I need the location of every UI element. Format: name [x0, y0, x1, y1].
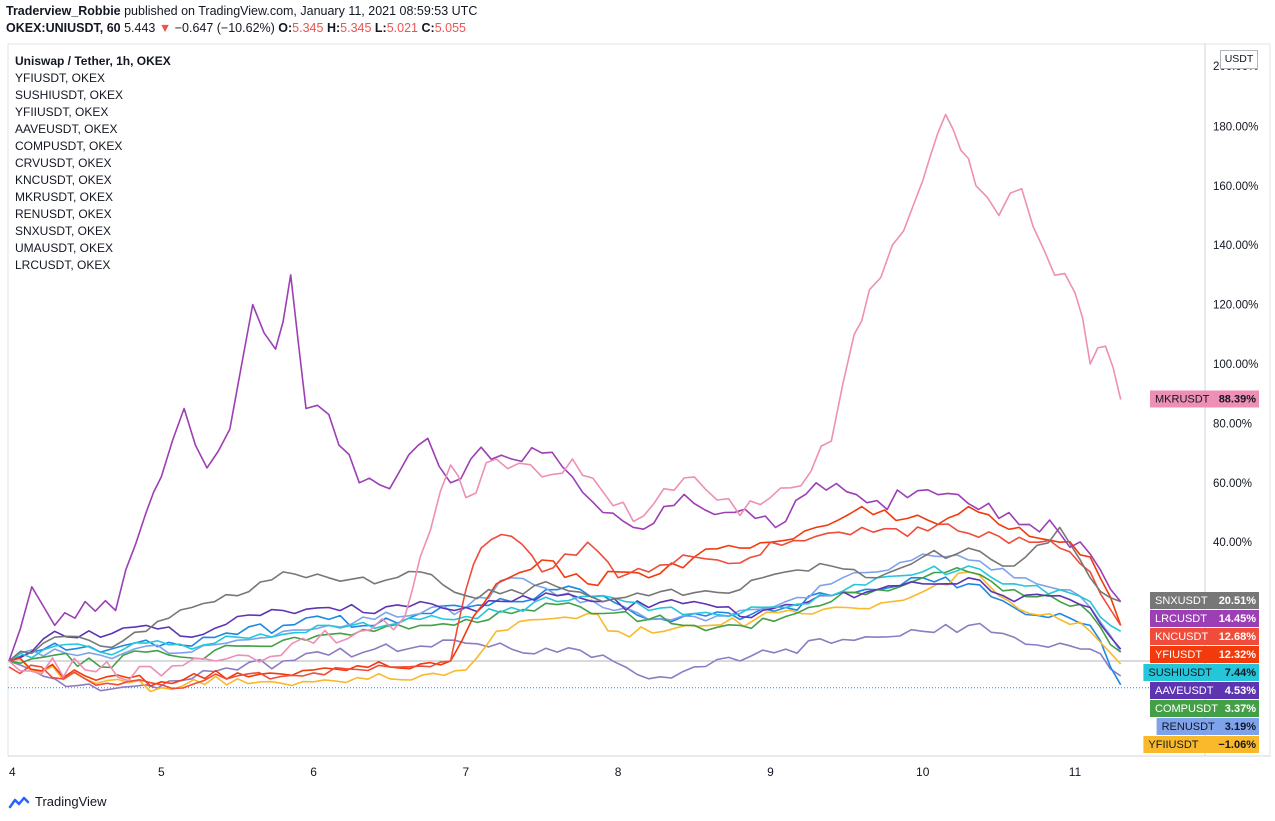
tradingview-logo-icon [8, 796, 30, 808]
publish-info: Traderview_Robbie published on TradingVi… [6, 4, 477, 18]
price-label-name: MKRUSDT [1155, 393, 1210, 405]
legend-item[interactable]: CRVUSDT, OKEX [15, 156, 112, 170]
x-tick-label: 10 [916, 765, 930, 779]
legend-item[interactable]: YFIUSDT, OKEX [15, 71, 106, 85]
price-label-value: 20.51% [1219, 595, 1257, 607]
price-label-bg [1150, 682, 1259, 699]
x-tick-label: 5 [158, 765, 165, 779]
price-label-bg [1150, 390, 1259, 408]
price-label-value: 88.39% [1219, 393, 1257, 405]
y-tick-label: 80.00% [1213, 418, 1252, 430]
y-tick-label: 40.00% [1213, 537, 1252, 549]
last-price: 5.443 [124, 21, 156, 35]
x-tick-label: 11 [1069, 765, 1082, 779]
down-arrow-icon: ▼ [158, 21, 172, 35]
series-line-aaveusdt[interactable] [8, 577, 1122, 662]
price-label-bg [1143, 736, 1259, 753]
high-value: 5.345 [340, 21, 372, 35]
y-tick-label: 60.00% [1213, 478, 1252, 490]
open-value: 5.345 [292, 21, 324, 35]
price-label-bg [1150, 700, 1259, 717]
x-tick-label: 4 [9, 765, 16, 779]
price-label-name: KNCUSDT [1155, 631, 1208, 643]
legend-item[interactable]: SNXUSDT, OKEX [15, 224, 112, 238]
series-line-uniusdt[interactable] [8, 576, 1122, 686]
price-label-name: RENUSDT [1162, 721, 1215, 733]
legend-item[interactable]: MKRUSDT, OKEX [15, 190, 114, 204]
legend-item[interactable]: LRCUSDT, OKEX [15, 258, 111, 272]
y-tick-label: 120.00% [1213, 300, 1258, 312]
price-label-value: −1.06% [1218, 739, 1256, 751]
price-label-value: 3.19% [1225, 721, 1256, 733]
series-line-lrcusdt[interactable] [8, 274, 1122, 662]
price-label-name: SUSHIUSDT [1148, 667, 1212, 679]
legend-item[interactable]: COMPUSDT, OKEX [15, 139, 123, 153]
legend-main-symbol[interactable]: Uniswap / Tether, 1h, OKEX [15, 54, 171, 68]
legend-item[interactable]: RENUSDT, OKEX [15, 207, 112, 221]
ohlc-line: OKEX:UNIUSDT, 60 5.443 ▼ −0.647 (−10.62%… [6, 21, 466, 35]
price-label-value: 4.53% [1225, 685, 1256, 697]
price-label-bg [1150, 646, 1259, 663]
y-tick-label: 100.00% [1213, 359, 1258, 371]
legend-item[interactable]: YFIIUSDT, OKEX [15, 105, 109, 119]
price-label-bg [1150, 610, 1259, 627]
footer-brand-label: TradingView [35, 794, 107, 809]
currency-button[interactable]: USDT [1220, 50, 1258, 69]
x-tick-label: 6 [310, 765, 317, 779]
close-value: 5.055 [434, 21, 466, 35]
price-label-name: LRCUSDT [1155, 613, 1207, 625]
series-line-mkrusdt[interactable] [8, 113, 1122, 682]
y-tick-label: 140.00% [1213, 240, 1258, 252]
x-tick-label: 8 [615, 765, 622, 779]
price-label-bg [1150, 592, 1259, 609]
series-line-kncusdt[interactable] [8, 523, 1122, 690]
published-text: published on TradingView.com, January 11… [124, 4, 478, 18]
price-label-name: YFIUSDT [1155, 649, 1202, 661]
open-label: O: [278, 21, 293, 35]
legend-item[interactable]: AAVEUSDT, OKEX [15, 122, 118, 136]
y-tick-label: 180.00% [1213, 121, 1258, 133]
price-label-value: 12.68% [1219, 631, 1257, 643]
price-label-name: AAVEUSDT [1155, 685, 1214, 697]
author-name[interactable]: Traderview_Robbie [6, 4, 121, 18]
price-label-value: 14.45% [1219, 613, 1257, 625]
legend-item[interactable]: SUSHIUSDT, OKEX [15, 88, 124, 102]
close-label: C: [421, 21, 435, 35]
price-label-bg [1143, 664, 1259, 681]
y-tick-label: 160.00% [1213, 181, 1258, 193]
low-label: L: [374, 21, 387, 35]
legend-item[interactable]: KNCUSDT, OKEX [15, 173, 112, 187]
series-line-snxusdt[interactable] [8, 526, 1121, 662]
price-label-value: 7.44% [1225, 667, 1256, 679]
legend-item[interactable]: UMAUSDT, OKEX [15, 241, 114, 255]
series-line-umausdt[interactable] [8, 622, 1122, 692]
low-value: 5.021 [386, 21, 418, 35]
symbol-label: OKEX:UNIUSDT, 60 [6, 21, 121, 35]
price-label-value: 12.32% [1219, 649, 1257, 661]
series-line-yfiusdt[interactable] [8, 505, 1122, 687]
x-tick-label: 9 [767, 765, 774, 779]
footer-brand[interactable]: TradingView [8, 794, 107, 809]
price-label-name: YFIIUSDT [1148, 739, 1198, 751]
high-label: H: [326, 21, 341, 35]
price-label-bg [1156, 718, 1259, 735]
price-label-name: SNXUSDT [1155, 595, 1208, 607]
price-label-value: 3.37% [1225, 703, 1256, 715]
price-label-name: COMPUSDT [1155, 703, 1218, 715]
series-line-sushiusdt[interactable] [8, 565, 1122, 662]
series-line-yfiiusdt[interactable] [8, 571, 1122, 693]
change-value: −0.647 (−10.62%) [174, 21, 275, 35]
price-label-bg [1150, 628, 1259, 645]
x-tick-label: 7 [463, 765, 470, 779]
chart-legend: Uniswap / Tether, 1h, OKEX YFIUSDT, OKEX… [15, 53, 171, 274]
